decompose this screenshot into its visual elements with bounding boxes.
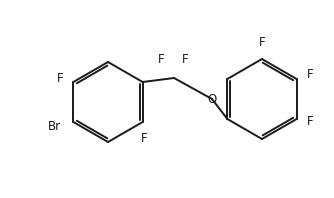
Text: F: F: [158, 53, 164, 66]
Text: F: F: [307, 69, 313, 82]
Text: O: O: [207, 93, 217, 106]
Text: F: F: [57, 71, 63, 85]
Text: F: F: [141, 132, 148, 145]
Text: Br: Br: [48, 120, 61, 132]
Text: F: F: [259, 36, 265, 49]
Text: F: F: [182, 53, 188, 66]
Text: F: F: [307, 114, 313, 128]
